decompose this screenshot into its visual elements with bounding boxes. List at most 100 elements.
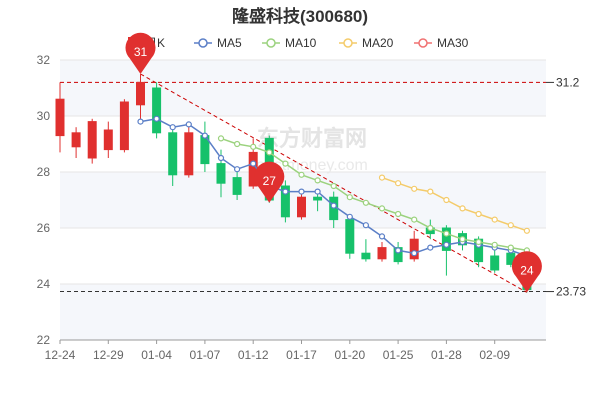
price-marker-pin: 24 <box>511 251 542 293</box>
ma-point-ma20 <box>459 205 466 212</box>
candle-body <box>377 247 387 260</box>
candle-body <box>232 177 242 195</box>
ma-point-ma10 <box>234 140 241 148</box>
x-tick-label: 01-12 <box>238 348 269 362</box>
candle-body <box>280 185 290 218</box>
legend-item-ma5: MA5 <box>194 36 242 50</box>
ma-point-ma5 <box>185 121 192 128</box>
y-tick-label: 26 <box>37 221 51 235</box>
ma-point-ma10 <box>217 135 225 142</box>
ma-point-ma5 <box>378 233 386 240</box>
y-tick-label: 22 <box>37 333 51 347</box>
ma-point-ma5 <box>217 154 225 162</box>
pin-shape <box>254 161 285 203</box>
x-tick-label: 02-09 <box>479 348 510 362</box>
candle <box>409 230 419 262</box>
ma-point-ma20 <box>378 174 386 181</box>
ma-point-ma5 <box>201 132 208 139</box>
legend-marker <box>266 38 276 48</box>
legend-item-ma10: MA10 <box>262 36 317 50</box>
ma-point-ma10 <box>491 241 498 248</box>
candle-body <box>55 98 65 137</box>
candle <box>377 242 387 262</box>
legend-marker <box>343 38 353 48</box>
candle <box>490 250 500 273</box>
candle-body <box>119 101 129 151</box>
candle <box>313 191 323 212</box>
ma-point-ma10 <box>395 210 402 218</box>
candle-body <box>136 81 145 106</box>
candle-body <box>152 87 162 134</box>
ma-point-ma5 <box>411 250 418 257</box>
ma-point-ma5 <box>395 247 402 254</box>
ma-point-ma5 <box>443 241 450 248</box>
ma-point-ma10 <box>443 230 450 237</box>
legend-label: MA10 <box>285 36 317 50</box>
ma-point-ma5 <box>427 244 434 251</box>
reference-label: 31.2 <box>556 75 580 89</box>
reference-label: 23.73 <box>556 285 586 299</box>
ma-point-ma5 <box>250 160 257 167</box>
pin-label: 31 <box>134 45 148 59</box>
ma-point-ma5 <box>314 188 321 195</box>
pin-shape <box>125 32 156 74</box>
candle-body <box>87 121 97 159</box>
candle <box>119 99 129 153</box>
candle <box>184 124 194 178</box>
ma-point-ma10 <box>411 216 418 223</box>
x-tick-label: 01-04 <box>141 348 172 362</box>
candle <box>232 172 242 200</box>
candle <box>152 82 162 139</box>
candle <box>87 118 97 164</box>
y-tick-label: 24 <box>37 277 51 291</box>
ma-point-ma20 <box>507 222 514 229</box>
ma-point-ma20 <box>411 185 418 192</box>
ma-point-ma20 <box>523 227 531 234</box>
ma-point-ma10 <box>346 194 353 201</box>
plot-band <box>60 284 546 340</box>
legend-label: MA20 <box>362 36 394 50</box>
legend-label: MA5 <box>217 36 242 50</box>
legend-label: MA30 <box>437 36 469 50</box>
ma-point-ma5 <box>153 115 160 122</box>
ma-point-ma20 <box>395 180 402 187</box>
y-tick-label: 32 <box>37 53 51 67</box>
pin-label: 27 <box>263 174 277 188</box>
candle-body <box>103 129 113 151</box>
ma-point-ma10 <box>378 205 386 212</box>
candle <box>71 127 81 158</box>
ma-point-ma10 <box>475 238 482 246</box>
plot-band <box>60 60 546 116</box>
ma-point-ma10 <box>427 224 434 232</box>
candle-body <box>168 132 178 176</box>
legend-item-ma30: MA30 <box>414 36 469 50</box>
x-tick-label: 01-20 <box>334 348 365 362</box>
ma-point-ma10 <box>507 244 514 251</box>
ma-point-ma20 <box>427 188 434 195</box>
candle <box>103 121 113 158</box>
candle-body <box>441 227 451 251</box>
ma-point-ma5 <box>137 118 144 125</box>
candle <box>55 82 65 153</box>
price-marker-pin: 27 <box>254 161 285 203</box>
candle-body <box>216 163 226 184</box>
x-tick-label: 12-24 <box>45 348 76 362</box>
legend-marker <box>418 38 428 48</box>
legend-marker <box>198 38 208 48</box>
chart-title: 隆盛科技(300680) <box>231 7 369 26</box>
watermark-logo: 东方财富网 <box>257 126 367 151</box>
candle <box>361 239 371 262</box>
candle-body <box>409 238 419 260</box>
ma-point-ma5 <box>169 124 176 131</box>
candle-body <box>345 219 355 254</box>
ma-point-ma5 <box>346 213 353 220</box>
ma-point-ma20 <box>491 216 498 223</box>
ma-point-ma10 <box>459 236 466 243</box>
candle <box>280 180 290 223</box>
y-tick-label: 28 <box>37 165 51 179</box>
ma-point-ma20 <box>475 210 482 218</box>
ma-point-ma10 <box>282 160 289 167</box>
candle <box>345 214 355 259</box>
ma-point-ma5 <box>234 166 241 173</box>
